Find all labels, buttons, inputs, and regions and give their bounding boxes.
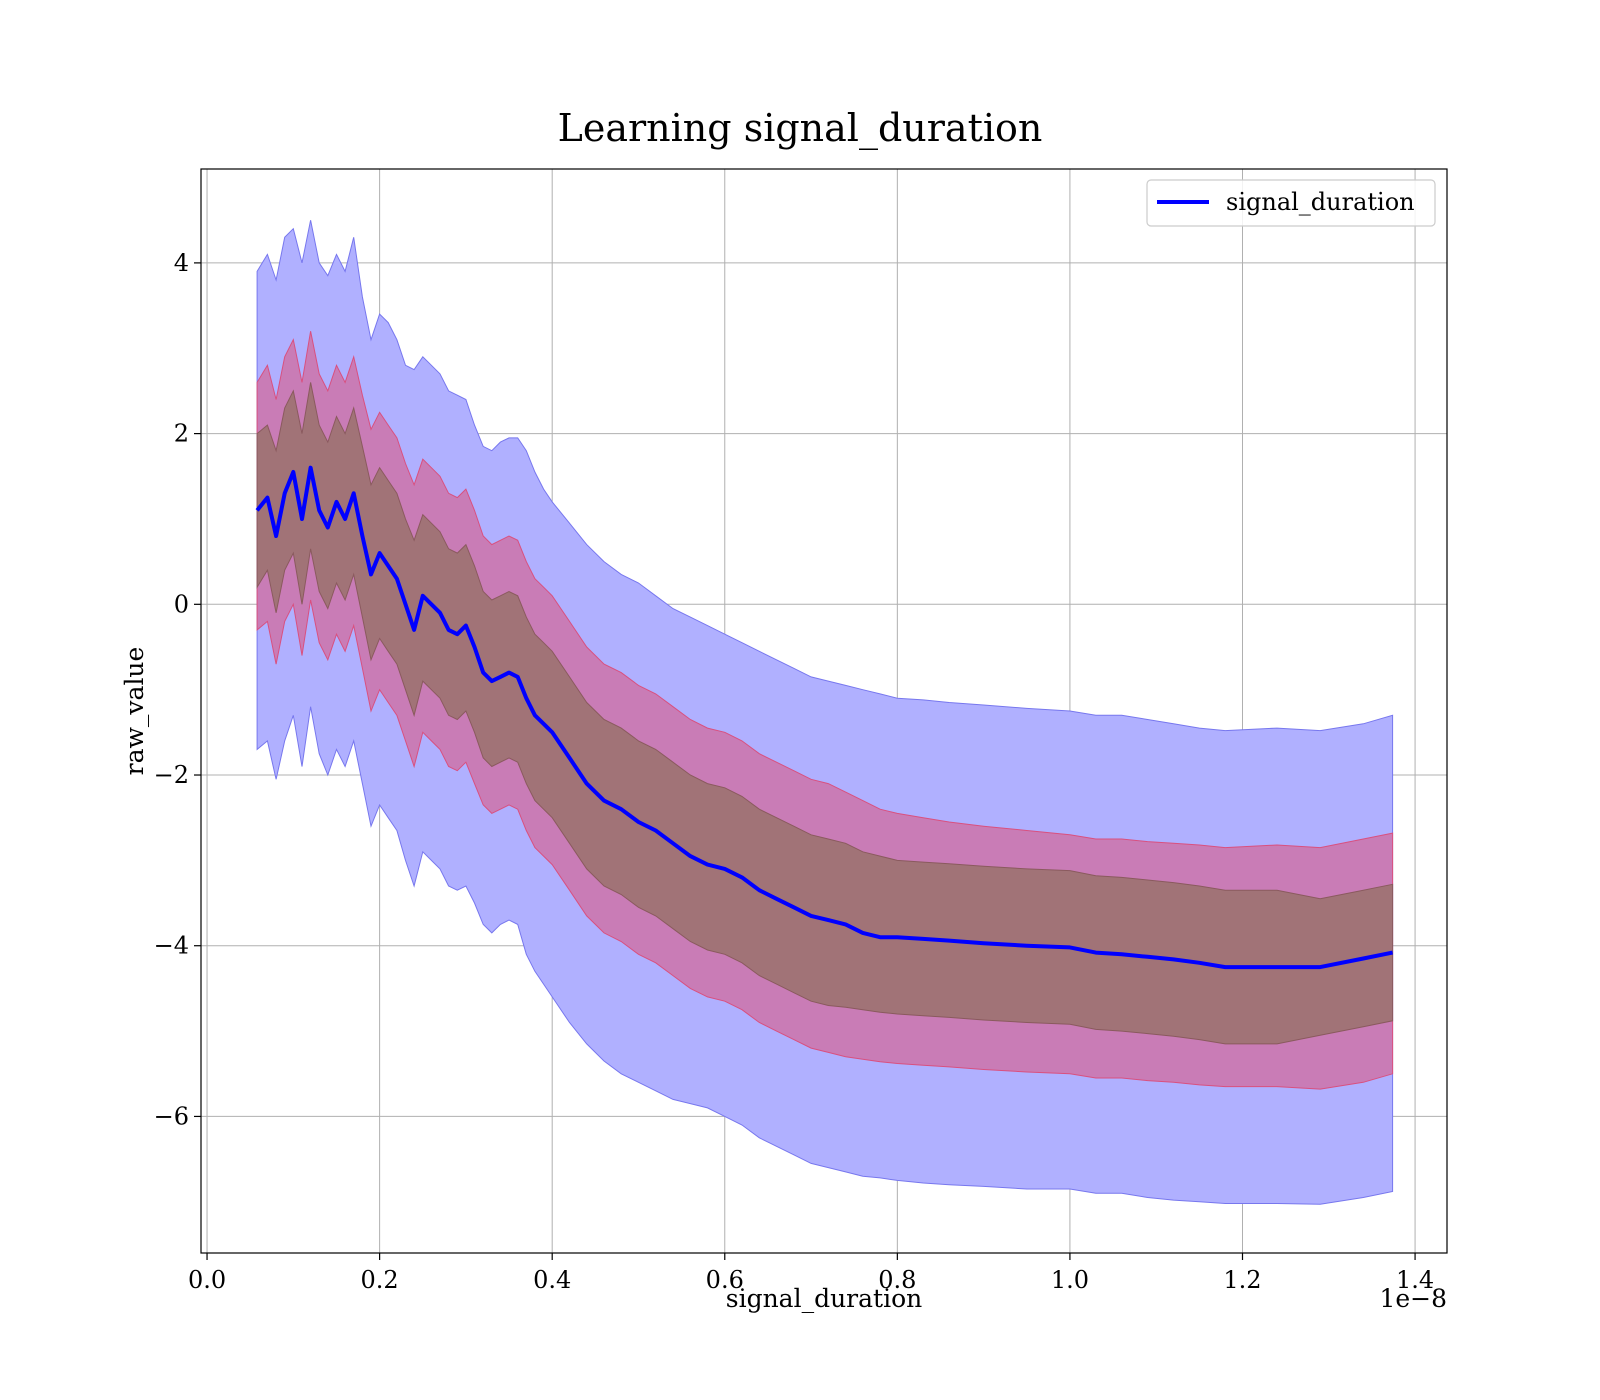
y-tick-label: −2 [154, 761, 189, 789]
x-tick-label: 0.8 [878, 1266, 916, 1294]
y-tick-label: −4 [154, 932, 189, 960]
x-axis-offset-text: 1e−8 [1379, 1284, 1447, 1313]
x-axis-ticks: 0.0 0.2 0.4 0.6 0.8 1.0 1.2 1.4 [188, 1253, 1434, 1294]
series-line-signal-duration [255, 465, 1393, 970]
x-tick-label: 0.4 [533, 1266, 571, 1294]
y-tick-label: 0 [174, 590, 189, 618]
x-tick-label: 1.0 [1051, 1266, 1089, 1294]
legend-label-signal-duration: signal_duration [1226, 188, 1415, 216]
x-tick-label: 1.4 [1396, 1266, 1434, 1294]
y-axis-ticks: 4 2 0 −2 −4 −6 [154, 249, 201, 1130]
x-axis-label: signal_duration [726, 1284, 922, 1313]
band-inner [256, 382, 1394, 1045]
legend: signal_duration [1146, 179, 1436, 227]
axes-frame [200, 168, 1448, 1254]
x-tick-label: 0.0 [188, 1266, 226, 1294]
legend-frame [1146, 179, 1436, 227]
chart-title: Learning signal_duration [558, 106, 1043, 151]
plot-area [200, 168, 1448, 1254]
y-tick-label: 4 [174, 249, 189, 277]
y-tick-label: −6 [154, 1102, 189, 1130]
confidence-bands [256, 220, 1394, 1205]
y-axis-label: raw_value [120, 647, 149, 776]
x-tick-label: 0.2 [361, 1266, 399, 1294]
x-tick-label: 1.2 [1223, 1266, 1261, 1294]
x-tick-label: 0.6 [706, 1266, 744, 1294]
y-tick-label: 2 [174, 420, 189, 448]
